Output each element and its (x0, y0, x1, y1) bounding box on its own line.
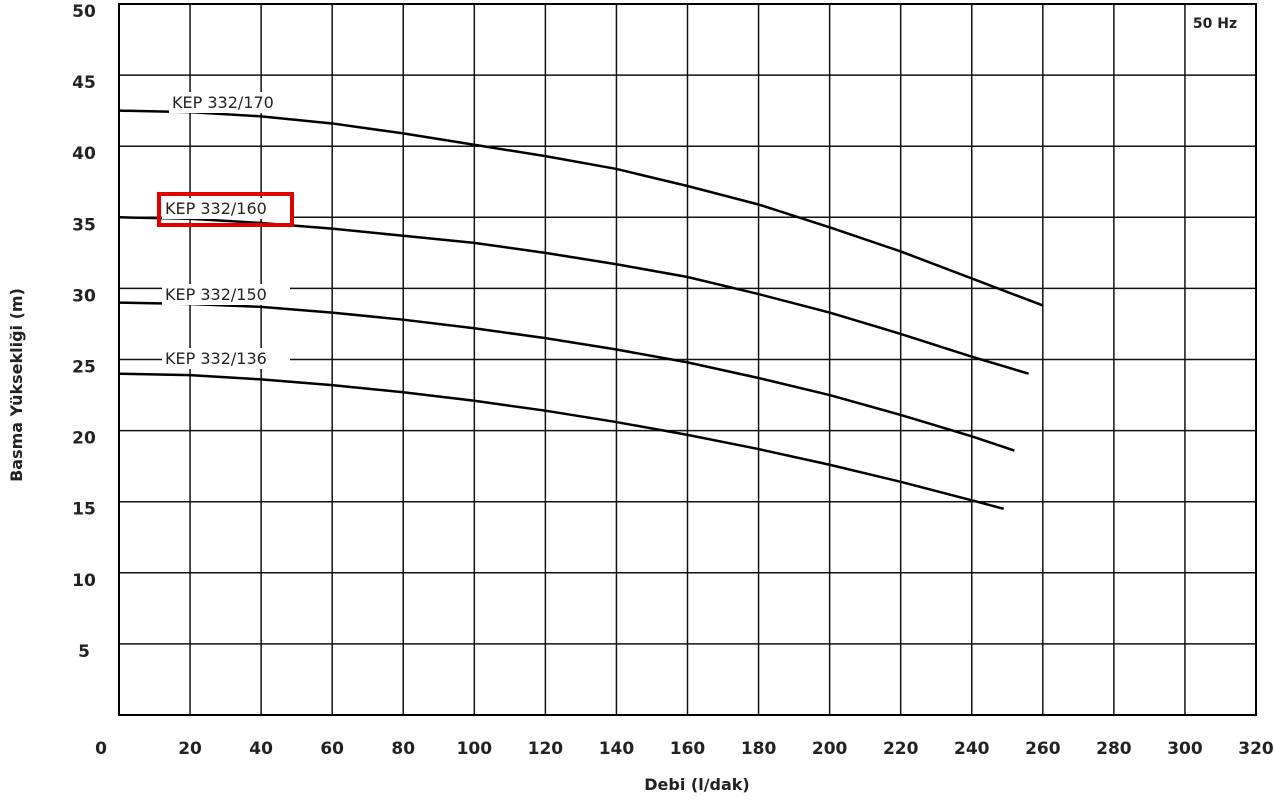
series-line (118, 372, 1005, 511)
plot-frame (118, 3, 1257, 716)
series-label: KEP 332/150 (165, 285, 267, 304)
x-tick-label: 120 (528, 739, 564, 759)
x-tick-label: 200 (812, 739, 848, 759)
label-bg (162, 284, 290, 305)
y-tick-label: 30 (72, 286, 96, 306)
x-tick-label: 280 (1096, 739, 1132, 759)
series-label: KEP 332/136 (165, 349, 267, 368)
x-tick-label: 300 (1167, 739, 1203, 759)
x-tick-label: 220 (883, 739, 919, 759)
x-tick-label: 80 (391, 739, 415, 759)
label-bg (162, 198, 290, 219)
y-axis-label: Basma Yüksekliği (m) (7, 288, 26, 482)
x-tick-label: 320 (1238, 739, 1274, 759)
y-tick-label: 35 (72, 215, 96, 235)
label-bg (162, 348, 290, 369)
frequency-note: 50 Hz (1193, 16, 1237, 32)
x-tick-label: 260 (1025, 739, 1061, 759)
series-label: KEP 332/170 (172, 93, 274, 112)
x-tick-label: 180 (741, 739, 777, 759)
series-line (118, 109, 1044, 307)
x-tick-label: 60 (320, 739, 344, 759)
x-tick-label: 0 (95, 739, 107, 759)
x-axis-label: Debi (l/dak) (644, 775, 749, 794)
y-tick-label: 50 (72, 2, 96, 22)
x-tick-label: 240 (954, 739, 990, 759)
y-tick-label: 45 (72, 73, 96, 93)
y-tick-label: 40 (72, 144, 96, 164)
label-bg (169, 92, 297, 113)
series-line (118, 301, 1015, 452)
x-tick-label: 40 (249, 739, 273, 759)
x-tick-label: 140 (599, 739, 635, 759)
series-label: KEP 332/160 (165, 199, 267, 218)
y-tick-label: 10 (72, 571, 96, 591)
y-tick-label: 5 (78, 642, 90, 662)
y-tick-label: 20 (72, 429, 96, 449)
x-tick-label: 100 (457, 739, 493, 759)
x-tick-label: 20 (178, 739, 202, 759)
x-tick-label: 160 (670, 739, 706, 759)
highlight-box (157, 192, 294, 227)
y-tick-label: 15 (72, 500, 96, 520)
y-tick-label: 25 (72, 358, 96, 378)
